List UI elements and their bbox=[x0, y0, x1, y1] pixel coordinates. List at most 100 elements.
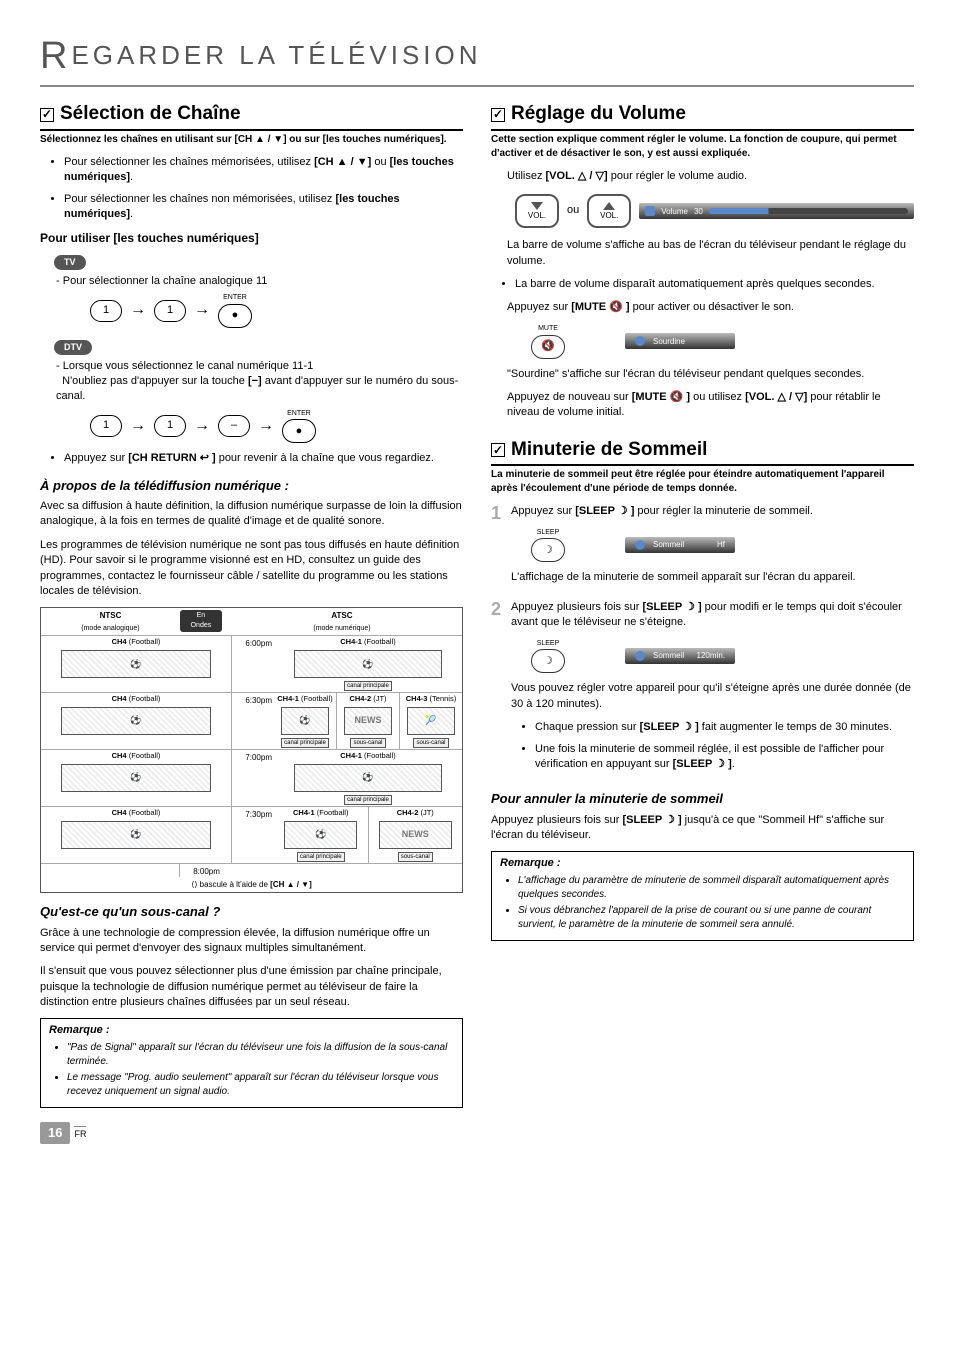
schedule-cell: CH4-1 (Football) ⚽ canal principale bbox=[274, 693, 336, 749]
subchannel-head: Qu'est-ce qu'un sous-canal ? bbox=[40, 903, 463, 921]
page-chapter-title: REGARDER LA TÉLÉVISION bbox=[40, 30, 914, 87]
step-2: 2 Appuyez plusieurs fois sur [SLEEP ☽ ] … bbox=[491, 600, 914, 781]
section-title-text: Sélection de Chaîne bbox=[60, 101, 241, 128]
mute-p2: "Sourdine" s'affiche sur l'écran du télé… bbox=[491, 367, 914, 382]
list-item: "Pas de Signal" apparaît sur l'écran du … bbox=[67, 1041, 454, 1069]
cancel-sleep-text: Appuyez plusieurs fois sur [SLEEP ☽ ] ju… bbox=[491, 813, 914, 844]
list-item: La barre de volume disparaît automatique… bbox=[515, 277, 914, 292]
two-column-layout: ✓ Sélection de Chaîne Sélectionnez les c… bbox=[40, 101, 914, 1108]
schedule-cell: CH4-2 (JT) NEWS sous-canal bbox=[368, 807, 463, 863]
sleep-button: ☽ bbox=[531, 538, 565, 562]
mute-button-stack: MUTE 🔇 bbox=[531, 324, 565, 359]
list-item: Pour sélectionner les chaînes mémorisées… bbox=[64, 155, 463, 186]
speaker-icon bbox=[645, 206, 655, 216]
step1-text: Appuyez sur [SLEEP ☽ ] pour régler la mi… bbox=[511, 504, 914, 519]
triangle-down-icon bbox=[531, 202, 543, 210]
schedule-footnote: ⟨⟩ bascule à lt'aide de [CH ▲ / ▼] bbox=[41, 877, 462, 892]
broadcast-schedule-diagram: NTSC (mode analogique) En Ondes ATSC (mo… bbox=[40, 607, 463, 893]
list-item: Si vous débranchez l'appareil de la pris… bbox=[518, 904, 905, 932]
schedule-cell: CH4-3 (Tennis) 🎾 sous-canal bbox=[399, 693, 462, 749]
check-icon: ✓ bbox=[40, 108, 54, 122]
enter-key-stack: ENTER ● bbox=[218, 293, 252, 328]
remote-key-1: 1 bbox=[154, 300, 186, 322]
volume-line: Utilisez [VOL. △ / ▽] pour régler le vol… bbox=[491, 169, 914, 184]
list-item: Une fois la minuterie de sommeil réglée,… bbox=[535, 742, 914, 773]
enter-label: ENTER bbox=[287, 409, 311, 419]
apropos-p1: Avec sa diffusion à haute définition, la… bbox=[40, 499, 463, 530]
volume-p1: La barre de volume s'affiche au bas de l… bbox=[491, 238, 914, 269]
enter-key-stack: ENTER ● bbox=[282, 409, 316, 444]
atsc-header: ATSC (mode numérique) bbox=[222, 608, 462, 635]
tv-instruction: - Pour sélectionner la chaîne analogique… bbox=[40, 274, 463, 289]
apropos-p2: Les programmes de télévision numérique n… bbox=[40, 538, 463, 600]
thumbnail-icon: ⚽ bbox=[61, 764, 211, 792]
schedule-cell: CH4 (Football) ⚽ bbox=[41, 693, 232, 749]
schedule-cell: CH4-2 (JT) NEWS sous-canal bbox=[336, 693, 399, 749]
schedule-cell: CH4 (Football) ⚽ bbox=[41, 750, 232, 806]
list-item: Pour sélectionner les chaînes non mémori… bbox=[64, 192, 463, 223]
schedule-cell: CH4-1 (Football) ⚽ canal principale bbox=[274, 636, 462, 692]
thumbnail-icon: ⚽ bbox=[284, 821, 357, 849]
arrow-right-icon: → bbox=[258, 415, 274, 437]
remote-key-dash: – bbox=[218, 415, 250, 437]
section-title-sleep: ✓ Minuterie de Sommeil bbox=[491, 437, 914, 467]
sleep-button-row-2: SLEEP ☽ Sommeil 120min. bbox=[531, 639, 914, 674]
section-title-channel: ✓ Sélection de Chaîne bbox=[40, 101, 463, 131]
sleep-button-stack: SLEEP ☽ bbox=[531, 528, 565, 563]
note-box-right: Remarque : L'affichage du paramètre de m… bbox=[491, 851, 914, 940]
list-item: L'affichage du paramètre de minuterie de… bbox=[518, 874, 905, 902]
remote-key-1: 1 bbox=[90, 415, 122, 437]
arrow-right-icon: → bbox=[130, 415, 146, 437]
volume-buttons-row: VOL. ou VOL. Volume 30 bbox=[515, 194, 914, 228]
schedule-cell: CH4 (Football) ⚽ bbox=[41, 636, 232, 692]
section-title-text: Minuterie de Sommeil bbox=[511, 437, 707, 464]
enter-label: ENTER bbox=[223, 293, 247, 303]
pill-tv: TV bbox=[54, 255, 86, 270]
cancel-sleep-head: Pour annuler la minuterie de sommeil bbox=[491, 790, 914, 808]
sleep-button: ☽ bbox=[531, 649, 565, 673]
subchannel-p1: Grâce à une technologie de compression é… bbox=[40, 926, 463, 957]
sleep-button-row: SLEEP ☽ Sommeil Hf bbox=[531, 528, 914, 563]
volume-bullets: La barre de volume disparaît automatique… bbox=[491, 277, 914, 292]
sleep-dot-icon bbox=[635, 540, 645, 550]
remote-key-1: 1 bbox=[154, 415, 186, 437]
dtv-button-sequence: 1 → 1 → – → ENTER ● bbox=[40, 409, 463, 444]
osd-sleep-pill: Sommeil Hf bbox=[625, 537, 735, 553]
mute-line: Appuyez sur [MUTE 🔇 ] pour activer ou dé… bbox=[491, 300, 914, 315]
schedule-cell: CH4-1 (Football) ⚽ canal principale bbox=[274, 750, 462, 806]
list-item: Appuyez sur [CH RETURN ↩ ] pour revenir … bbox=[64, 451, 463, 466]
thumbnail-icon: NEWS bbox=[344, 707, 392, 735]
sleep-intro: La minuterie de sommeil peut être réglée… bbox=[491, 468, 914, 496]
right-column: ✓ Réglage du Volume Cette section expliq… bbox=[491, 101, 914, 1108]
chapter-initial: R bbox=[40, 35, 71, 77]
chapter-rest: EGARDER LA TÉLÉVISION bbox=[71, 40, 481, 70]
mute-button-row: MUTE 🔇 Sourdine bbox=[531, 324, 914, 359]
ntsc-header: NTSC (mode analogique) bbox=[41, 608, 180, 635]
schedule-time: 7:00pm bbox=[232, 750, 274, 806]
page-footer: 16 FR bbox=[40, 1122, 914, 1144]
osd-sleep-pill-120: Sommeil 120min. bbox=[625, 648, 735, 664]
numkeys-subhead: Pour utiliser [les touches numériques] bbox=[40, 230, 463, 247]
schedule-time: 6:00pm bbox=[232, 636, 274, 692]
schedule-time: 7:30pm bbox=[232, 807, 274, 863]
vol-up-button: VOL. bbox=[587, 194, 631, 228]
thumbnail-icon: 🎾 bbox=[407, 707, 455, 735]
dtv-instruction: - Lorsque vous sélectionnez le canal num… bbox=[40, 359, 463, 405]
thumbnail-icon: ⚽ bbox=[294, 764, 443, 792]
schedule-time: 6:30pm bbox=[232, 693, 274, 749]
triangle-up-icon bbox=[603, 202, 615, 210]
note-box-left: Remarque : "Pas de Signal" apparaît sur … bbox=[40, 1018, 463, 1107]
arrow-right-icon: → bbox=[194, 299, 210, 321]
arrow-right-icon: → bbox=[194, 415, 210, 437]
vol-down-button: VOL. bbox=[515, 194, 559, 228]
subchannel-p2: Il s'ensuit que vous pouvez sélectionner… bbox=[40, 964, 463, 1010]
step-1: 1 Appuyez sur [SLEEP ☽ ] pour régler la … bbox=[491, 504, 914, 594]
thumbnail-icon: NEWS bbox=[379, 821, 452, 849]
sleep-bullets: Chaque pression sur [SLEEP ☽ ] fait augm… bbox=[511, 720, 914, 772]
page-lang: FR bbox=[74, 1126, 86, 1141]
schedule-row: CH4 (Football) ⚽ 7:00pm CH4-1 (Football)… bbox=[41, 749, 462, 806]
schedule-row: CH4 (Football) ⚽ 6:30pm CH4-1 (Football)… bbox=[41, 692, 462, 749]
step1-p2: L'affichage de la minuterie de sommeil a… bbox=[511, 570, 914, 585]
thumbnail-icon: ⚽ bbox=[61, 821, 211, 849]
schedule-header: NTSC (mode analogique) En Ondes ATSC (mo… bbox=[41, 608, 462, 635]
